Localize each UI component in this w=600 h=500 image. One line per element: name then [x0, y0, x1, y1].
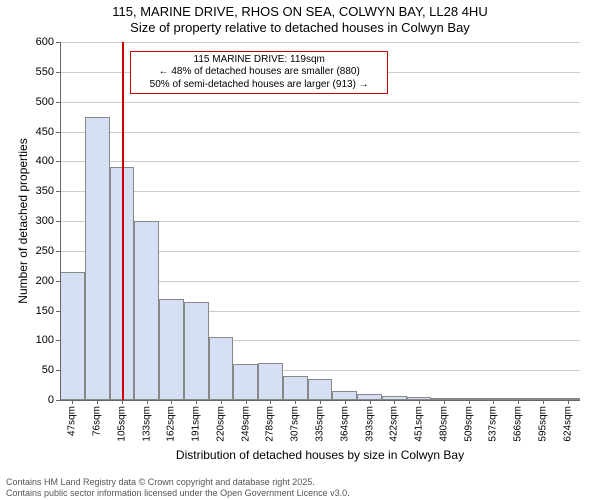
ytick-label: 200 — [36, 275, 54, 287]
ytick-label: 550 — [36, 66, 54, 78]
ytick-label: 500 — [36, 96, 54, 108]
gridline — [60, 42, 580, 43]
annotation-line: ← 48% of detached houses are smaller (88… — [135, 66, 383, 79]
histogram-bar — [283, 376, 308, 400]
xtick-label: 480sqm — [438, 406, 449, 442]
xtick-label: 566sqm — [513, 406, 524, 442]
plot-area: 05010015020025030035040045050055060047sq… — [60, 42, 580, 400]
ytick-label: 150 — [36, 305, 54, 317]
xtick-label: 220sqm — [215, 406, 226, 442]
ytick-label: 250 — [36, 245, 54, 257]
ytick-label: 0 — [48, 394, 54, 406]
histogram-bar — [258, 363, 283, 400]
marker-line — [122, 42, 124, 400]
xtick-label: 249sqm — [240, 406, 251, 442]
y-axis-label: Number of detached properties — [16, 121, 30, 321]
xtick-label: 76sqm — [92, 406, 103, 436]
histogram-bar — [184, 302, 209, 400]
histogram-bar — [209, 337, 234, 400]
xtick-label: 307sqm — [290, 406, 301, 442]
xtick-label: 595sqm — [537, 406, 548, 442]
histogram-bar — [233, 364, 258, 400]
histogram-bar — [159, 299, 184, 400]
xtick-label: 335sqm — [315, 406, 326, 442]
xtick-label: 105sqm — [116, 406, 127, 442]
gridline — [60, 191, 580, 192]
ytick-label: 400 — [36, 155, 54, 167]
ytick-label: 600 — [36, 36, 54, 48]
annotation-line: 115 MARINE DRIVE: 119sqm — [135, 54, 383, 67]
gridline — [60, 132, 580, 133]
y-axis-line — [60, 42, 61, 400]
xtick-label: 278sqm — [265, 406, 276, 442]
histogram-bar — [332, 391, 357, 400]
credits-line-2: Contains public sector information licen… — [6, 488, 350, 498]
gridline — [60, 161, 580, 162]
xtick-label: 133sqm — [141, 406, 152, 442]
x-axis-line — [60, 400, 580, 401]
x-axis-label: Distribution of detached houses by size … — [60, 448, 580, 462]
credits-line-1: Contains HM Land Registry data © Crown c… — [6, 477, 350, 487]
ytick-label: 50 — [42, 364, 54, 376]
ytick-label: 100 — [36, 334, 54, 346]
xtick-label: 162sqm — [166, 406, 177, 442]
xtick-label: 191sqm — [191, 406, 202, 442]
histogram-bar — [85, 117, 110, 400]
credits: Contains HM Land Registry data © Crown c… — [6, 477, 350, 498]
ytick-label: 300 — [36, 215, 54, 227]
gridline — [60, 102, 580, 103]
title-line-2: Size of property relative to detached ho… — [0, 20, 600, 36]
annotation-line: 50% of semi-detached houses are larger (… — [135, 79, 383, 92]
xtick-label: 422sqm — [389, 406, 400, 442]
histogram-bar — [308, 379, 333, 400]
ytick-label: 350 — [36, 185, 54, 197]
xtick-label: 364sqm — [339, 406, 350, 442]
title-line-1: 115, MARINE DRIVE, RHOS ON SEA, COLWYN B… — [0, 4, 600, 20]
histogram-bar — [134, 221, 159, 400]
xtick-label: 624sqm — [562, 406, 573, 442]
histogram-bar — [60, 272, 85, 400]
xtick-label: 393sqm — [364, 406, 375, 442]
ytick-label: 450 — [36, 126, 54, 138]
title-block: 115, MARINE DRIVE, RHOS ON SEA, COLWYN B… — [0, 4, 600, 37]
xtick-label: 537sqm — [488, 406, 499, 442]
xtick-label: 47sqm — [67, 406, 78, 436]
xtick-label: 509sqm — [463, 406, 474, 442]
chart-container: 115, MARINE DRIVE, RHOS ON SEA, COLWYN B… — [0, 0, 600, 500]
xtick-label: 451sqm — [414, 406, 425, 442]
annotation-box: 115 MARINE DRIVE: 119sqm← 48% of detache… — [130, 51, 388, 95]
